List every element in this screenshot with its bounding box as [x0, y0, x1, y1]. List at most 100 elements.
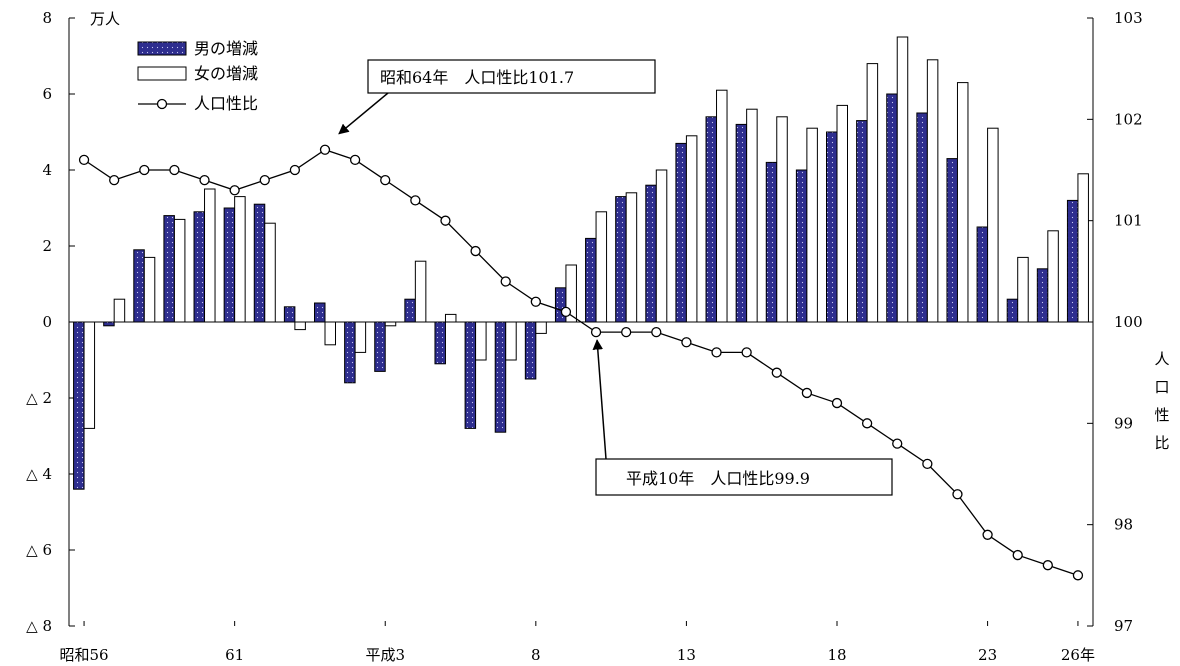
- callout-heisei10-text: 平成10年 人口性比99.9: [626, 469, 810, 488]
- bar-male: [374, 321, 386, 372]
- bar-female: [655, 169, 668, 323]
- bar-male: [675, 142, 687, 323]
- bar-male: [886, 93, 898, 323]
- left-tick-label: △ 6: [26, 541, 52, 559]
- bar-male: [705, 116, 718, 323]
- bar-male: [615, 196, 627, 323]
- right-tick-label: 97: [1114, 617, 1133, 635]
- bars: [73, 36, 1089, 490]
- sex-ratio-point: [1072, 570, 1084, 581]
- x-axis-ticks: 昭和56 61 平成3 8 13 18 23 26年: [60, 621, 1095, 664]
- left-tick-label: △ 4: [26, 465, 52, 483]
- sex-ratio-point: [410, 195, 421, 206]
- bar-male: [976, 226, 989, 323]
- legend-swatch-female: [137, 66, 187, 81]
- bar-female: [113, 298, 126, 323]
- x-tick-label: 18: [827, 646, 846, 664]
- bar-male: [795, 169, 808, 323]
- bar-female: [625, 192, 638, 323]
- bar-female: [1047, 230, 1059, 323]
- bar-male: [585, 237, 597, 323]
- bar-female: [866, 63, 879, 323]
- x-tick-label: 平成3: [365, 646, 405, 664]
- right-tick-label: 98: [1114, 516, 1133, 534]
- bar-female: [776, 116, 788, 323]
- sex-ratio-point: [349, 154, 361, 166]
- legend-label-ratio: 人口性比: [194, 94, 258, 113]
- sex-ratio-polyline: [83, 149, 1079, 576]
- sex-ratio-point: [78, 154, 90, 166]
- bar-male: [735, 123, 748, 323]
- sex-ratio-point: [319, 144, 331, 155]
- callout-showa64-box: [367, 59, 656, 94]
- sex-ratio-point: [109, 174, 120, 186]
- sex-ratio-point: [892, 438, 903, 449]
- sex-ratio-point: [380, 174, 391, 186]
- sex-ratio-point: [771, 367, 782, 378]
- bar-female: [956, 82, 969, 323]
- bar-female: [716, 89, 728, 323]
- left-tick-label: △ 8: [26, 617, 52, 635]
- sex-ratio-point: [199, 174, 210, 186]
- sex-ratio-point: [590, 326, 602, 338]
- bar-female: [294, 321, 306, 331]
- left-tick-label: △ 2: [26, 389, 52, 407]
- sex-ratio-point: [952, 489, 963, 500]
- sex-ratio-point: [440, 215, 451, 226]
- bar-male: [916, 112, 928, 323]
- bar-male: [73, 321, 85, 490]
- sex-ratio-point: [831, 397, 843, 409]
- bar-female: [746, 108, 758, 323]
- bar-male: [434, 321, 446, 365]
- bar-male: [223, 207, 236, 323]
- bar-female: [806, 127, 818, 323]
- sex-ratio-point: [500, 276, 511, 287]
- left-tick-label: 6: [42, 85, 52, 103]
- sex-ratio-point: [621, 326, 632, 338]
- bar-female: [1077, 173, 1089, 323]
- bar-male: [344, 321, 356, 384]
- x-tick-label: 61: [225, 646, 244, 664]
- bar-male: [856, 120, 868, 323]
- sex-ratio-point: [1012, 549, 1023, 561]
- sex-ratio-point: [560, 306, 572, 318]
- bar-male: [946, 158, 958, 323]
- bar-male: [765, 161, 778, 323]
- legend-label-male: 男の増減: [194, 39, 258, 58]
- sex-ratio-point: [1042, 560, 1053, 571]
- sex-ratio-point: [651, 326, 662, 338]
- sex-ratio-point: [470, 245, 481, 257]
- callout-heisei10-arrow: [592, 339, 607, 460]
- callout-showa64-arrow: [338, 92, 389, 135]
- bar-male: [193, 211, 206, 323]
- sex-ratio-point: [169, 164, 180, 176]
- sex-ratio-point: [711, 347, 722, 358]
- bar-female: [836, 104, 848, 323]
- bar-male: [163, 215, 175, 323]
- callout-heisei10: 平成10年 人口性比99.9: [592, 339, 893, 496]
- left-tick-label: 0: [42, 313, 52, 331]
- bar-male: [1036, 268, 1049, 323]
- bar-male: [404, 298, 416, 323]
- sex-ratio-point: [681, 337, 692, 348]
- bar-female: [143, 256, 156, 323]
- bar-male: [283, 306, 296, 323]
- bar-male: [1006, 298, 1019, 323]
- sex-ratio-point: [229, 185, 240, 196]
- bar-male: [554, 287, 567, 323]
- bar-female: [204, 188, 216, 323]
- bar-female: [83, 321, 96, 429]
- bar-female: [384, 321, 397, 327]
- sex-ratio-point: [861, 418, 873, 429]
- sex-ratio-point: [741, 347, 752, 358]
- right-tick-label: 102: [1114, 110, 1143, 128]
- x-tick-label: 23: [978, 646, 997, 664]
- sex-ratio-point: [139, 164, 150, 176]
- right-axis-label: 人口性比: [1154, 350, 1169, 452]
- bar-male: [524, 321, 537, 380]
- bar-female: [987, 127, 999, 323]
- bar-female: [173, 218, 186, 323]
- legend-swatch-marker: [156, 98, 168, 110]
- bar-female: [414, 260, 427, 323]
